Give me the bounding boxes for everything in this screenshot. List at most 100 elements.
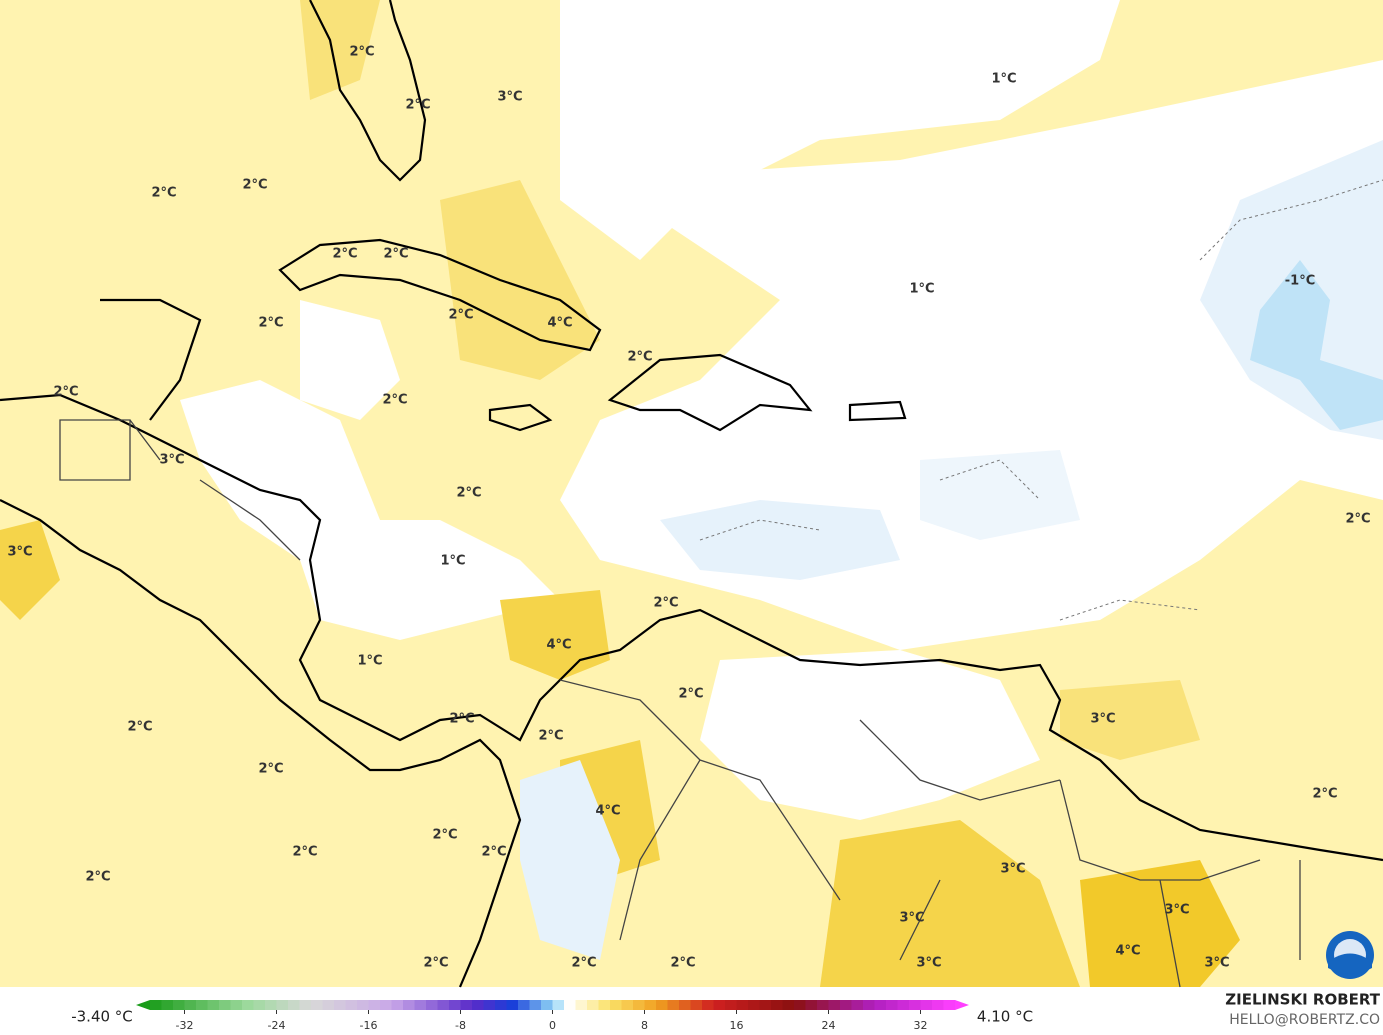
noaa-logo <box>1326 931 1374 979</box>
contour-label: 2°C <box>670 956 695 971</box>
colorbar-cell <box>782 1000 795 1010</box>
colorbar-tick-label: -8 <box>455 1019 466 1032</box>
colorbar-cell <box>771 1000 783 1010</box>
colorbar-cell <box>805 1000 818 1010</box>
colorbar-cell <box>483 1000 496 1010</box>
colorbar-cell <box>426 1000 438 1010</box>
contour-label: -1°C <box>1285 274 1315 289</box>
colorbar-cell <box>610 1000 622 1010</box>
contour-label: 3°C <box>1164 903 1189 918</box>
colorbar-cell <box>518 1000 530 1010</box>
colorbar-cell <box>702 1000 714 1010</box>
contour-label: 4°C <box>595 804 620 819</box>
colorbar-cell <box>230 1000 243 1010</box>
contour-label: 2°C <box>349 45 374 60</box>
contour-label: 2°C <box>151 186 176 201</box>
contour-label: 2°C <box>678 687 703 702</box>
colorbar-tick-label: -24 <box>268 1019 286 1032</box>
colorbar-cell <box>932 1000 944 1010</box>
colorbar-cell <box>414 1000 427 1010</box>
colorbar-cell <box>345 1000 358 1010</box>
colorbar-cell <box>368 1000 381 1010</box>
contour-label: 2°C <box>332 247 357 262</box>
colorbar-tick-label: 24 <box>822 1019 836 1032</box>
colorbar-cell <box>357 1000 369 1010</box>
contour-label: 2°C <box>383 247 408 262</box>
colorbar-cell <box>541 1000 553 1010</box>
contour-label: 1°C <box>991 72 1016 87</box>
contour-label: 3°C <box>1000 862 1025 877</box>
colorbar-cell <box>311 1000 323 1010</box>
colorbar-cell <box>840 1000 852 1010</box>
contour-label: 2°C <box>1345 512 1370 527</box>
colorbar-cell <box>207 1000 220 1010</box>
colorbar-max-label: 4.10 °C <box>977 1008 1033 1026</box>
colorbar-cell <box>943 1000 956 1010</box>
colorbar-cell <box>886 1000 898 1010</box>
colorbar-cell <box>529 1000 542 1010</box>
contour-label: 1°C <box>909 282 934 297</box>
contour-label: 2°C <box>1312 787 1337 802</box>
contour-label: 2°C <box>432 828 457 843</box>
contour-label: 2°C <box>571 956 596 971</box>
colorbar-cell <box>506 1000 519 1010</box>
contour-label: 1°C <box>357 654 382 669</box>
contour-label: 2°C <box>405 98 430 113</box>
colorbar-tick-label: -32 <box>176 1019 194 1032</box>
contour-label: 2°C <box>627 350 652 365</box>
colorbar-cell <box>575 1000 588 1010</box>
colorbar-end <box>136 1000 150 1010</box>
colorbar-cell <box>391 1000 404 1010</box>
colorbar-cell <box>633 1000 645 1010</box>
contour-label: 4°C <box>547 316 572 331</box>
colorbar-tick-label: 0 <box>549 1019 556 1032</box>
colorbar-cell <box>897 1000 910 1010</box>
colorbar-cell <box>150 1000 162 1010</box>
colorbar-cell <box>817 1000 829 1010</box>
colorbar-cell <box>828 1000 841 1010</box>
colorbar-cell <box>736 1000 749 1010</box>
contour-label: 2°C <box>258 316 283 331</box>
colorbar-cell <box>242 1000 254 1010</box>
colorbar-cell <box>552 1000 565 1010</box>
colorbar-cell <box>322 1000 335 1010</box>
contour-label: 4°C <box>1115 944 1140 959</box>
contour-label: 2°C <box>53 385 78 400</box>
colorbar-cell <box>851 1000 864 1010</box>
contour-label: 2°C <box>242 178 267 193</box>
credit-name: ZIELINSKI ROBERT <box>1225 991 1380 1009</box>
contour-label: 2°C <box>449 712 474 727</box>
colorbar-cell <box>265 1000 277 1010</box>
colorbar-cell <box>173 1000 185 1010</box>
contour-label: 3°C <box>899 911 924 926</box>
colorbar-tick-label: 8 <box>641 1019 648 1032</box>
colorbar-cell <box>460 1000 473 1010</box>
colorbar-cell <box>874 1000 887 1010</box>
colorbar-cell <box>299 1000 312 1010</box>
colorbar-cell <box>679 1000 691 1010</box>
colorbar-cell <box>437 1000 450 1010</box>
contour-label: 2°C <box>423 956 448 971</box>
contour-label: 2°C <box>653 596 678 611</box>
colorbar-min-label: -3.40 °C <box>71 1008 133 1026</box>
colorbar-cell <box>253 1000 266 1010</box>
contour-label: 2°C <box>448 308 473 323</box>
colorbar-cell <box>161 1000 174 1010</box>
contour-label: 2°C <box>481 845 506 860</box>
contour-label: 3°C <box>1204 956 1229 971</box>
colorbar-cell <box>713 1000 726 1010</box>
colorbar-cell <box>863 1000 875 1010</box>
colorbar-cell <box>196 1000 208 1010</box>
colorbar-tick-label: -16 <box>360 1019 378 1032</box>
contour-label: 3°C <box>916 956 941 971</box>
colorbar-cell <box>794 1000 806 1010</box>
colorbar-cell <box>656 1000 668 1010</box>
contour-label: 2°C <box>258 762 283 777</box>
colorbar-cell <box>495 1000 507 1010</box>
colorbar-cell <box>403 1000 415 1010</box>
colorbar-cell <box>288 1000 300 1010</box>
colorbar-cell <box>748 1000 760 1010</box>
colorbar-cell <box>184 1000 197 1010</box>
